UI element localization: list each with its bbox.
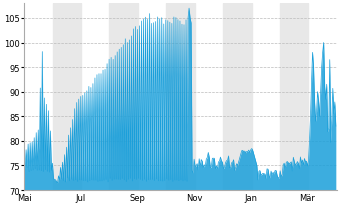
Bar bbox=[223, 4, 252, 190]
Bar bbox=[53, 4, 81, 190]
Bar bbox=[109, 4, 138, 190]
Bar bbox=[166, 4, 195, 190]
Bar bbox=[280, 4, 308, 190]
